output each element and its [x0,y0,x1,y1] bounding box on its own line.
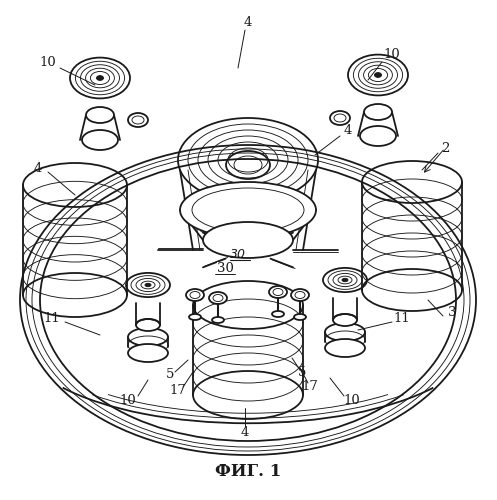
Text: 30: 30 [217,262,234,274]
Ellipse shape [189,314,201,320]
Text: 3: 3 [448,306,456,318]
Ellipse shape [128,113,148,127]
Text: 10: 10 [120,394,136,406]
Text: 30: 30 [217,262,234,274]
Text: 5: 5 [298,366,306,378]
Ellipse shape [203,222,293,258]
Ellipse shape [86,107,114,123]
Ellipse shape [333,314,357,326]
Text: 17: 17 [169,384,186,396]
Text: 2: 2 [441,142,449,154]
Text: 4: 4 [344,124,352,136]
Ellipse shape [272,311,284,317]
Text: 11: 11 [394,312,411,324]
Text: 30: 30 [230,248,246,262]
Text: 10: 10 [343,394,360,406]
Ellipse shape [82,130,118,150]
Text: 10: 10 [40,56,56,68]
Text: 11: 11 [44,312,60,324]
Ellipse shape [212,317,224,323]
Text: 4: 4 [244,16,252,28]
Text: 10: 10 [384,48,401,62]
Ellipse shape [128,328,168,346]
Ellipse shape [294,314,306,320]
Ellipse shape [145,284,151,286]
Text: 5: 5 [166,368,174,382]
Ellipse shape [342,278,348,281]
Text: 17: 17 [302,380,319,392]
Ellipse shape [209,292,227,304]
Ellipse shape [360,126,396,146]
Ellipse shape [330,111,350,125]
Ellipse shape [375,72,382,78]
Ellipse shape [325,323,365,341]
Ellipse shape [96,76,103,80]
Ellipse shape [136,319,160,331]
Ellipse shape [269,286,287,298]
Text: ФИГ. 1: ФИГ. 1 [215,464,281,480]
Ellipse shape [364,104,392,120]
Ellipse shape [325,339,365,357]
Ellipse shape [186,289,204,301]
Text: 4: 4 [34,162,42,174]
Ellipse shape [291,289,309,301]
Ellipse shape [128,344,168,362]
Text: 4: 4 [241,426,249,438]
Ellipse shape [180,182,316,238]
